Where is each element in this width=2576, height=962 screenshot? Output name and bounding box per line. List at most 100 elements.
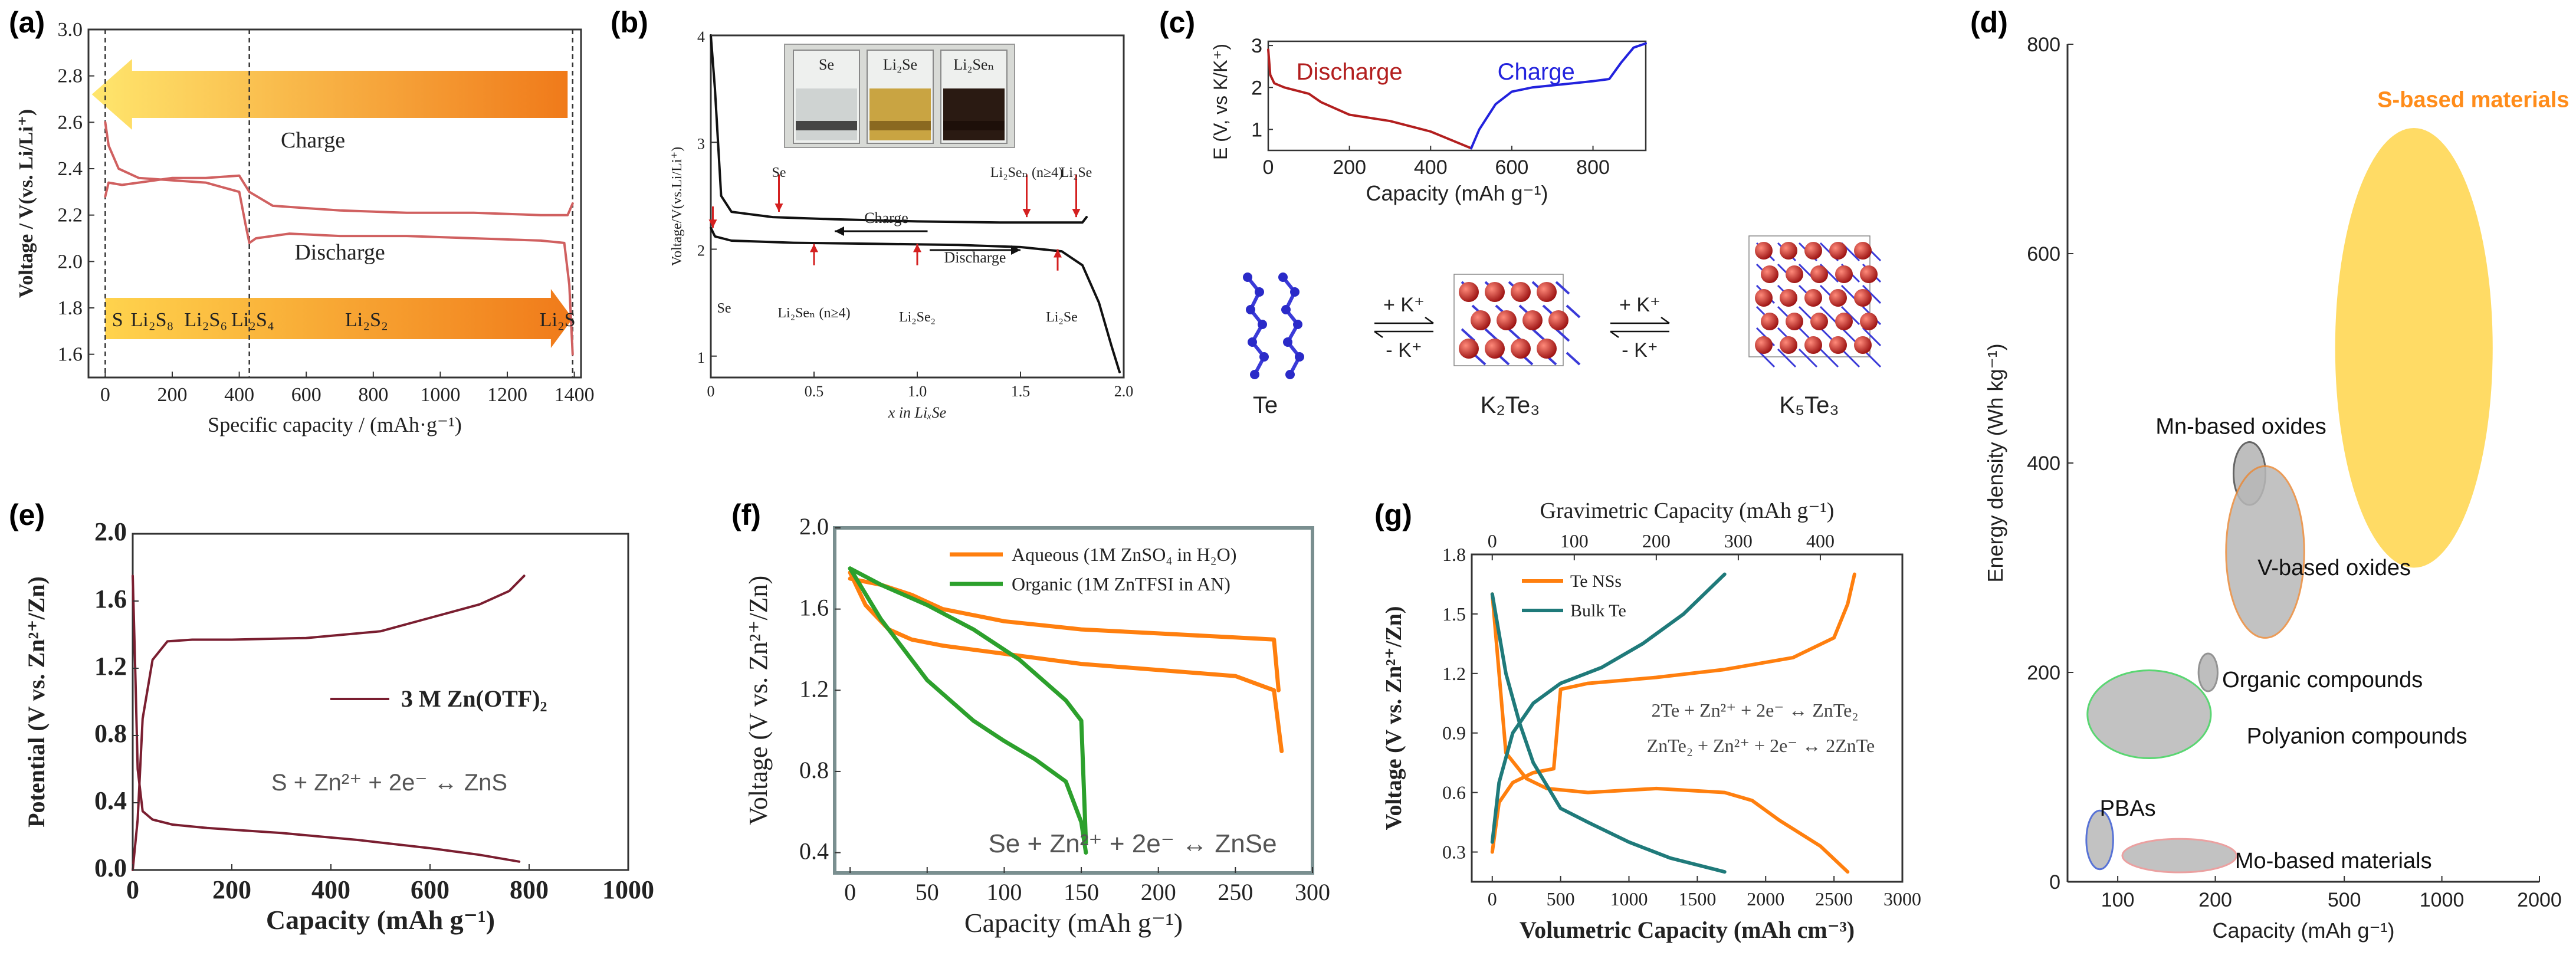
c-k2te3-bond-0-4 — [1555, 281, 1570, 295]
e-reaction: S + Zn²⁺ + 2e⁻ ↔ ZnS — [271, 770, 507, 796]
c-k2te3-k-atom-0-3 — [1537, 282, 1557, 302]
g-x2tick-1: 100 — [1560, 530, 1589, 551]
panel-e: (e) 3 M Zn(OTF)₂ S + Zn²⁺ + 2e⁻ ↔ ZnS 0 200 4… — [9, 498, 654, 935]
c-k5te3-k-atom-1-4 — [1860, 265, 1878, 283]
d-region-3 — [2197, 652, 2219, 692]
panel-g: (g) Te NSs Bulk Te 2Te + Zn²⁺ + 2e⁻ ↔ ZnTe₂… — [1374, 498, 1921, 943]
c-k2te3-k-atom-2-1 — [1485, 339, 1505, 359]
b-series-0 — [710, 34, 1088, 224]
f-legend-label-0: Aqueous (1M ZnSO₄ in H₂O) — [1012, 544, 1236, 565]
b-annotation-0: Se — [717, 301, 731, 316]
a-ylabel: Voltage / V(vs. Li/Li⁺) — [15, 109, 37, 298]
g-x2tick-3: 300 — [1724, 530, 1753, 551]
b-annotation-6: Li₂Se — [1061, 165, 1092, 180]
g-reaction-0: 2Te + Zn²⁺ + 2e⁻ ↔ ZnTe₂ — [1652, 700, 1859, 721]
b-vial-sediment-1 — [869, 121, 931, 130]
c-ytick-2: 3 — [1251, 35, 1262, 57]
c-te-atom-0-2 — [1246, 305, 1255, 314]
e-xtick-3: 600 — [411, 875, 449, 904]
c-structure-k2te3 — [1453, 274, 1581, 366]
b-ytick-0: 1 — [697, 349, 705, 366]
f-axes-frame — [833, 526, 1314, 875]
panel-label-c: (c) — [1159, 6, 1195, 39]
e-series-1 — [132, 574, 526, 871]
d-ytick-3: 600 — [2027, 243, 2060, 265]
c-ytick-0: 1 — [1251, 119, 1262, 141]
b-vial-sediment-0 — [796, 121, 857, 130]
g-reaction-1: ZnTe₂ + Zn²⁺ + 2e⁻ ↔ 2ZnTe — [1647, 735, 1875, 756]
c-k5te3-k-atom-1-2 — [1810, 265, 1828, 283]
c-structure-label-2: K₅Te₃ — [1779, 392, 1839, 418]
c-ylabel: E (V, vs K/K⁺) — [1210, 44, 1231, 160]
b-annotation-5: Li₂Se₂ — [899, 310, 936, 325]
a-axes-frame — [87, 28, 582, 379]
panel-label-a: (a) — [9, 6, 45, 39]
b-annotation-3: Se — [772, 165, 786, 180]
c-reaction-plus-0: + K⁺ — [1383, 294, 1425, 316]
a-charge-arrow — [91, 59, 568, 130]
d-xtick-2: 500 — [2328, 889, 2361, 911]
b-arrowhead-5 — [1072, 209, 1081, 218]
c-k2te3-bond-2-3 — [1531, 328, 1547, 342]
b-arrowhead-4 — [1022, 209, 1031, 218]
c-xtick-1: 200 — [1333, 156, 1366, 179]
a-ytick-2: 2.0 — [58, 251, 83, 272]
d-region-label-3: Organic compounds — [2222, 668, 2423, 692]
d-xlabel: Capacity (mAh g⁻¹) — [2212, 918, 2394, 943]
c-discharge-label: Discharge — [1297, 59, 1403, 85]
b-ytick-1: 2 — [697, 242, 705, 260]
c-k2te3-k-atom-0-2 — [1511, 282, 1531, 302]
d-ytick-1: 200 — [2027, 662, 2060, 684]
c-reaction-minus-0: - K⁺ — [1386, 339, 1422, 362]
c-axes-frame — [1267, 40, 1647, 152]
c-k2te3-k-atom-2-2 — [1511, 339, 1531, 359]
b-xtick-2: 1.0 — [908, 383, 927, 400]
g-ytick-5: 1.8 — [1442, 544, 1466, 565]
d-region-6 — [2121, 838, 2237, 874]
panel-label-g: (g) — [1374, 498, 1412, 531]
c-k2te3-k-atom-1-1 — [1497, 310, 1517, 330]
g-ylabel: Voltage (V vs. Zn²⁺/Zn) — [1381, 606, 1406, 830]
c-k5te3-k-atom-3-2 — [1810, 313, 1828, 330]
a-series-0 — [104, 174, 574, 216]
c-te-atom-0-4 — [1248, 337, 1257, 347]
c-te-atom-0-0 — [1243, 272, 1252, 282]
f-ytick-3: 1.6 — [799, 595, 829, 621]
f-ytick-2: 1.2 — [799, 675, 829, 702]
b-xtick-0: 0 — [707, 383, 715, 400]
c-k5te3-k-atom-4-3 — [1829, 336, 1847, 354]
panel-f: (f) Aqueous (1M ZnSO₄ in H₂O) Organic (1M … — [731, 498, 1330, 938]
panel-label-f: (f) — [731, 498, 761, 531]
c-structure-label-0: Te — [1253, 392, 1278, 418]
f-ylabel: Voltage (V vs. Zn²⁺/Zn) — [744, 576, 773, 825]
c-charge-label: Charge — [1498, 59, 1575, 85]
c-xlabel: Capacity (mAh g⁻¹) — [1366, 181, 1548, 205]
f-series-3 — [848, 566, 1088, 845]
c-reaction-forward-head-1 — [1661, 316, 1670, 324]
c-te-atom-1-4 — [1283, 337, 1292, 347]
e-ylabel: Potential (V vs. Zn²⁺/Zn) — [23, 576, 50, 828]
c-te-atom-1-3 — [1293, 320, 1302, 329]
c-k5te3-k-atom-1-3 — [1835, 265, 1853, 283]
c-reaction-minus-1: - K⁺ — [1622, 339, 1658, 362]
b-vial-label-2: Li₂Seₙ — [953, 56, 994, 73]
b-ytick-2: 3 — [697, 135, 705, 152]
b-annotation-2: Li₂Se — [1046, 310, 1078, 325]
b-vial-label-0: Se — [819, 56, 834, 73]
b-xtick-1: 0.5 — [805, 383, 824, 400]
a-xtick-5: 1000 — [420, 384, 460, 406]
g-x2label: Gravimetric Capacity (mAh g⁻¹) — [1540, 498, 1835, 523]
f-xtick-3: 150 — [1064, 879, 1099, 905]
b-arrowhead-3 — [913, 244, 921, 252]
g-xtick-4: 2000 — [1747, 888, 1784, 910]
b-vial-liquid-2 — [943, 88, 1005, 140]
f-xtick-1: 50 — [915, 879, 939, 905]
c-xtick-3: 600 — [1495, 156, 1529, 179]
f-reaction: Se + Zn²⁺ + 2e⁻ ↔ ZnSe — [988, 829, 1276, 858]
c-xtick-4: 800 — [1576, 156, 1610, 179]
b-discharge-label: Discharge — [944, 249, 1006, 266]
b-arrowhead-6 — [1054, 249, 1062, 258]
e-axes-frame — [132, 533, 629, 871]
